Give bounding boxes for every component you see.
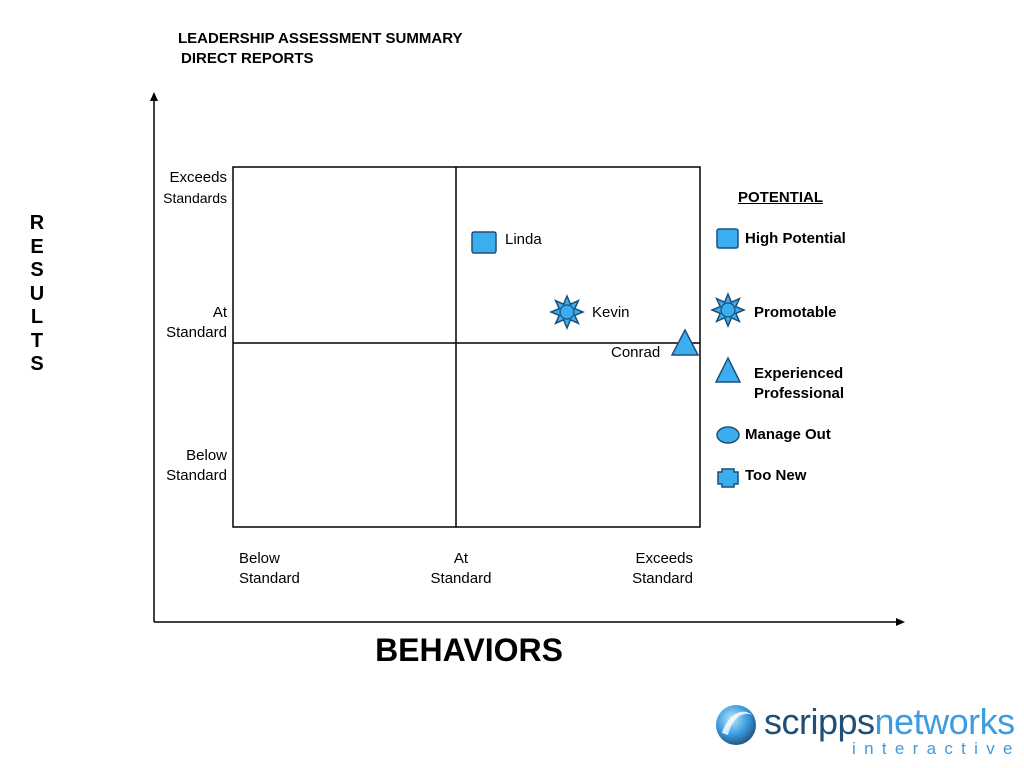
legend-triangle-icon [714,356,742,383]
logo-subtitle: interactive [852,739,1021,758]
linda-square-icon [471,231,497,254]
legend-ellipse-icon [716,426,740,444]
legend-label-experienced-line1: Experienced [754,365,844,382]
row-label-at-line2: Standard [166,324,227,341]
y-axis-letter: S [30,353,44,375]
logo-word-networks: networks [874,701,1016,742]
legend-label-high-potential: High Potential [745,230,846,247]
row-label-below-line1: Below [186,447,227,464]
legend-label-experienced-line2: Professional [754,385,845,402]
legend-square-icon [716,228,739,249]
row-label-at: At Standard [107,303,227,343]
legend-label-experienced-professional: Experienced Professional [754,364,844,404]
legend-cross-icon [717,468,739,488]
y-axis-letter: R [29,212,45,234]
row-label-at-line1: At [212,304,227,321]
row-label-exceeds: Exceeds Standards [107,168,227,208]
assessment-grid [232,166,701,528]
conrad-triangle-icon [670,328,700,356]
column-label-at-line2: Standard [430,570,492,587]
person-name-conrad: Conrad [611,344,661,361]
y-axis-letter: S [30,259,44,281]
title-line-2: DIRECT REPORTS [181,50,314,67]
person-name-kevin: Kevin [592,304,630,321]
logo-word-scripps: scripps [764,701,875,742]
y-axis-arrowhead [150,92,158,101]
logo-globe-icon [716,705,756,745]
column-label-exceeds-line2: Standard [632,570,693,587]
row-label-exceeds-line2: Standards [163,190,227,206]
row-label-below: Below Standard [107,446,227,486]
column-label-exceeds: Exceeds Standard [632,549,693,589]
row-label-below-line2: Standard [166,467,227,484]
legend-label-too-new: Too New [745,467,807,484]
column-label-below: Below Standard [239,549,300,589]
legend-label-manage-out: Manage Out [745,426,831,443]
legend-title: POTENTIAL [738,189,823,206]
page-title: LEADERSHIP ASSESSMENT SUMMARY DIRECT REP… [178,29,462,69]
title-line-1: LEADERSHIP ASSESSMENT SUMMARY [178,30,463,47]
column-label-at-line1: At [453,550,469,567]
column-label-exceeds-line1: Exceeds [635,550,693,567]
y-axis-letter: E [30,235,44,258]
y-axis-letter: U [29,282,45,305]
column-label-below-line2: Standard [239,570,300,587]
y-axis-letter: L [30,306,44,328]
legend-starburst-core [720,302,736,318]
column-label-at: At Standard [411,549,511,589]
x-axis-label: BEHAVIORS [375,632,563,668]
x-axis-arrowhead [896,618,905,626]
y-axis-letter: T [30,329,44,352]
column-label-below-line1: Below [239,550,280,567]
logo-globe-swoosh [722,711,752,735]
legend-label-promotable: Promotable [754,304,837,321]
logo-wordmark: scrippsnetworks [764,702,1015,742]
row-label-exceeds-line1: Exceeds [169,169,227,186]
y-axis-label: R E S U L T S [18,212,56,377]
kevin-starburst-core [559,304,575,320]
person-name-linda: Linda [505,231,542,248]
